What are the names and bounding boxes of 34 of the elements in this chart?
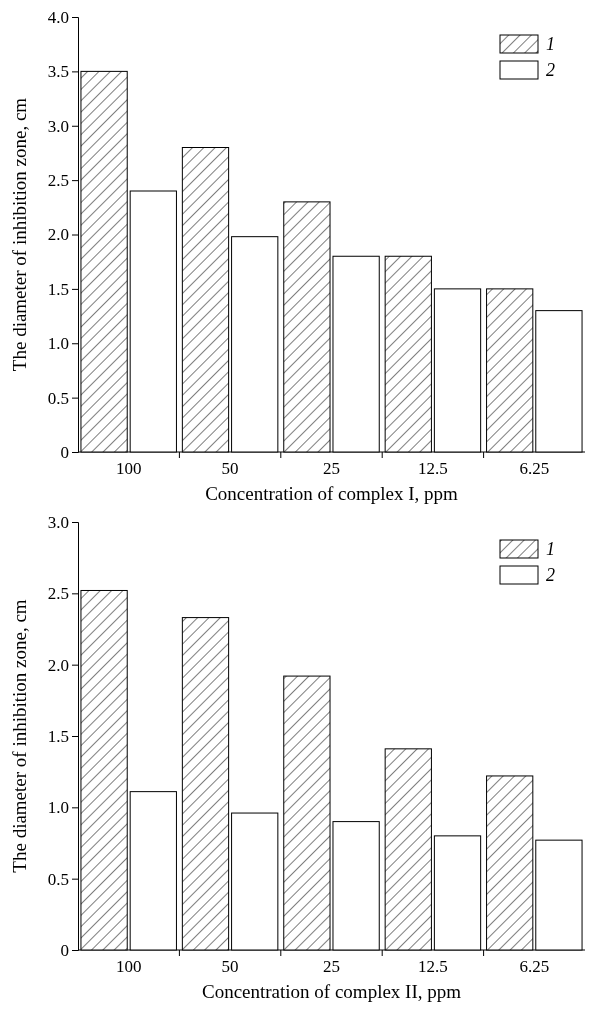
y-tick-label: 3.0	[47, 512, 69, 532]
x-tick-label: 50	[221, 458, 239, 478]
y-tick-label: 3.5	[47, 62, 69, 82]
y-tick-label: 1.0	[47, 334, 69, 354]
x-tick-label: 6.25	[519, 956, 550, 976]
x-axis-title: Concentration of complex II, ppm	[201, 981, 462, 1002]
x-tick-label: 100	[115, 458, 142, 478]
y-tick-label: 4.0	[47, 7, 69, 27]
x-tick-label: 50	[221, 956, 239, 976]
legend-label: 2	[546, 60, 555, 80]
x-tick-label: 100	[115, 956, 142, 976]
y-tick-label: 0.5	[47, 869, 69, 889]
x-tick-label: 12.5	[418, 458, 448, 478]
legend-label: 1	[546, 539, 555, 559]
x-tick-label: 6.25	[519, 458, 550, 478]
y-axis-title: The diameter of inhibition zone, cm	[9, 599, 30, 873]
y-tick-label: 0.5	[47, 388, 69, 408]
y-tick-label: 3.0	[47, 116, 69, 136]
y-tick-label: 1.5	[47, 279, 69, 299]
y-tick-label: 1.0	[47, 798, 69, 818]
legend-label: 2	[546, 565, 555, 585]
y-tick-label: 2.0	[47, 225, 69, 245]
y-tick-label: 2.0	[47, 655, 69, 675]
x-axis-title: Concentration of complex I, ppm	[205, 483, 459, 504]
x-tick-label: 25	[323, 956, 340, 976]
y-tick-label: 2.5	[47, 171, 69, 191]
y-tick-label: 1.5	[47, 726, 69, 746]
y-tick-label: 2.5	[47, 584, 69, 604]
x-tick-label: 25	[323, 458, 340, 478]
legend-label: 1	[546, 34, 555, 54]
y-tick-label: 0	[60, 940, 69, 960]
y-axis-title: The diameter of inhibition zone, cm	[9, 97, 30, 372]
x-tick-label: 12.5	[418, 956, 448, 976]
y-tick-label: 0	[60, 442, 69, 462]
